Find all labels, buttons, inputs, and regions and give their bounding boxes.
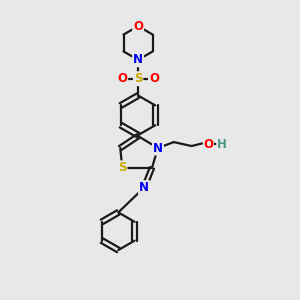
Text: O: O xyxy=(149,72,159,85)
Text: O: O xyxy=(133,20,143,33)
Text: S: S xyxy=(118,161,127,174)
Text: O: O xyxy=(203,138,213,151)
Text: N: N xyxy=(153,142,163,154)
Text: N: N xyxy=(133,53,143,66)
Text: H: H xyxy=(218,138,227,151)
Text: N: N xyxy=(139,181,149,194)
Text: O: O xyxy=(117,72,127,85)
Text: S: S xyxy=(134,72,142,85)
